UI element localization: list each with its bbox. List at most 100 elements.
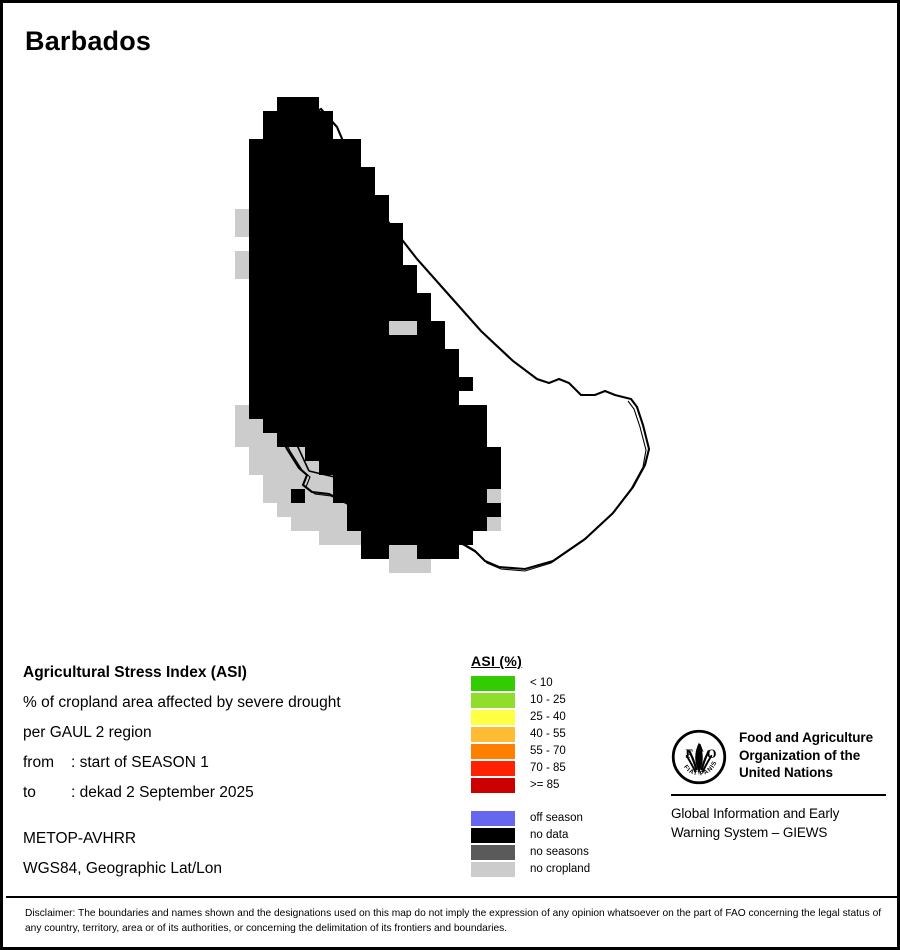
- asi-cell-no-data: [389, 377, 403, 391]
- asi-cell-no-data: [473, 461, 487, 475]
- asi-cell-no-data: [305, 349, 319, 363]
- asi-cell-no-data: [347, 503, 361, 517]
- legend-class-swatch: [471, 676, 515, 691]
- asi-cell-no-cropland: [333, 531, 347, 545]
- asi-cell-no-data: [431, 489, 445, 503]
- asi-cell-no-data: [361, 517, 375, 531]
- asi-cell-no-cropland: [249, 461, 263, 475]
- legend-special-label: off season: [530, 812, 583, 824]
- legend-class-row[interactable]: 70 - 85: [471, 760, 641, 777]
- asi-cell-no-cropland: [389, 545, 403, 559]
- info-from-key: from: [23, 754, 54, 771]
- asi-cell-no-data: [389, 265, 403, 279]
- svg-text:F: F: [686, 747, 694, 761]
- legend-class-row[interactable]: 40 - 55: [471, 726, 641, 743]
- asi-cell-no-data: [291, 153, 305, 167]
- asi-cell-no-cropland: [263, 447, 277, 461]
- info-to-value: : dekad 2 September 2025: [71, 784, 254, 801]
- asi-cell-no-data: [347, 489, 361, 503]
- asi-cell-no-cropland: [291, 475, 305, 489]
- asi-cell-no-data: [347, 461, 361, 475]
- legend-special-row[interactable]: off season: [471, 810, 641, 827]
- asi-cell-no-data: [375, 419, 389, 433]
- page-title: Barbados: [25, 26, 152, 56]
- asi-cell-no-data: [305, 447, 319, 461]
- asi-cell-no-data: [445, 517, 459, 531]
- asi-cell-no-data: [347, 391, 361, 405]
- asi-cell-no-data: [319, 237, 333, 251]
- asi-cell-no-data: [403, 391, 417, 405]
- asi-cell-no-data: [305, 433, 319, 447]
- asi-cell-no-data: [445, 349, 459, 363]
- asi-cell-no-data: [263, 209, 277, 223]
- asi-cell-no-data: [375, 307, 389, 321]
- asi-cell-no-data: [291, 363, 305, 377]
- asi-cell-no-data: [375, 237, 389, 251]
- asi-cell-no-data: [277, 111, 291, 125]
- legend-class-swatch: [471, 710, 515, 725]
- asi-cell-no-data: [305, 265, 319, 279]
- legend-special-row[interactable]: no seasons: [471, 844, 641, 861]
- asi-cell-no-data: [459, 503, 473, 517]
- map-canvas[interactable]: [213, 83, 693, 623]
- legend-class-row[interactable]: >= 85: [471, 777, 641, 794]
- legend-special-row[interactable]: no data: [471, 827, 641, 844]
- legend-class-row[interactable]: 25 - 40: [471, 709, 641, 726]
- asi-cell-no-data: [319, 279, 333, 293]
- asi-cell-no-data: [249, 363, 263, 377]
- asi-cell-no-data: [277, 293, 291, 307]
- parish-boundary-2: [263, 263, 271, 379]
- asi-cell-no-data: [473, 419, 487, 433]
- asi-cell-no-data: [375, 405, 389, 419]
- asi-cell-no-data: [473, 447, 487, 461]
- asi-cell-no-data: [291, 97, 305, 111]
- asi-cell-no-data: [361, 419, 375, 433]
- asi-cell-no-data: [277, 125, 291, 139]
- asi-cell-no-data: [361, 265, 375, 279]
- legend-class-row[interactable]: < 10: [471, 675, 641, 692]
- asi-cell-no-cropland: [487, 489, 501, 503]
- parish-boundary-8: [453, 447, 481, 467]
- administrative-boundary-layer: [253, 109, 649, 571]
- asi-cell-no-data: [403, 503, 417, 517]
- asi-cell-no-data: [375, 321, 389, 335]
- asi-cell-no-data: [459, 531, 473, 545]
- asi-cell-no-data: [319, 181, 333, 195]
- asi-cell-no-data: [445, 503, 459, 517]
- asi-cell-no-data: [305, 167, 319, 181]
- asi-cell-no-data: [473, 433, 487, 447]
- asi-cell-no-data: [459, 377, 473, 391]
- asi-cell-no-data: [375, 391, 389, 405]
- asi-cell-no-data: [291, 489, 305, 503]
- asi-cell-no-data: [291, 419, 305, 433]
- asi-cell-no-data: [333, 419, 347, 433]
- asi-cell-no-data: [389, 363, 403, 377]
- asi-cell-no-cropland: [291, 517, 305, 531]
- asi-cell-no-data: [361, 489, 375, 503]
- asi-cell-no-data: [487, 503, 501, 517]
- legend-class-row[interactable]: 10 - 25: [471, 692, 641, 709]
- asi-cell-no-data: [389, 419, 403, 433]
- asi-cell-no-data: [249, 349, 263, 363]
- asi-cell-no-data: [431, 517, 445, 531]
- asi-cell-no-data: [389, 279, 403, 293]
- asi-cell-no-data: [333, 293, 347, 307]
- asi-cell-no-data: [347, 265, 361, 279]
- legend-class-row[interactable]: 55 - 70: [471, 743, 641, 760]
- asi-cell-no-data: [403, 419, 417, 433]
- asi-cell-no-data: [333, 251, 347, 265]
- asi-cell-no-cropland: [235, 223, 249, 237]
- asi-cell-no-cropland: [249, 419, 263, 433]
- legend-special-row[interactable]: no cropland: [471, 861, 641, 878]
- asi-cell-no-data: [361, 293, 375, 307]
- fao-block: F A O FIAT PANIS Food and Agriculture Or…: [671, 729, 886, 842]
- asi-cell-no-data: [445, 377, 459, 391]
- asi-cell-no-data: [361, 223, 375, 237]
- asi-cell-no-data: [445, 489, 459, 503]
- asi-cell-no-data: [417, 335, 431, 349]
- asi-cell-no-data: [319, 293, 333, 307]
- asi-cell-no-data: [417, 475, 431, 489]
- asi-cell-no-data: [291, 307, 305, 321]
- asi-cell-no-cropland: [235, 265, 249, 279]
- asi-cell-no-data: [375, 461, 389, 475]
